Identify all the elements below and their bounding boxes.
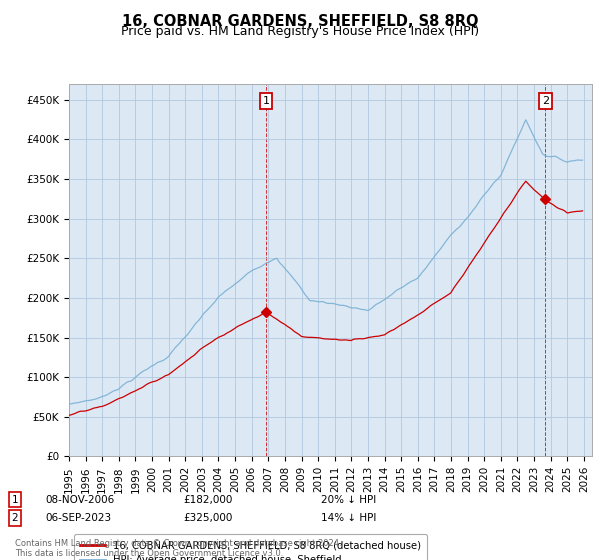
Text: 1: 1 [263, 96, 269, 106]
Text: 16, COBNAR GARDENS, SHEFFIELD, S8 8RQ: 16, COBNAR GARDENS, SHEFFIELD, S8 8RQ [122, 14, 478, 29]
Text: Price paid vs. HM Land Registry's House Price Index (HPI): Price paid vs. HM Land Registry's House … [121, 25, 479, 38]
Text: 06-SEP-2023: 06-SEP-2023 [45, 513, 111, 523]
Text: 14% ↓ HPI: 14% ↓ HPI [321, 513, 376, 523]
Text: £325,000: £325,000 [183, 513, 232, 523]
Text: 1: 1 [11, 494, 19, 505]
Legend: 16, COBNAR GARDENS, SHEFFIELD, S8 8RQ (detached house), HPI: Average price, deta: 16, COBNAR GARDENS, SHEFFIELD, S8 8RQ (d… [74, 534, 427, 560]
Text: 08-NOV-2006: 08-NOV-2006 [45, 494, 114, 505]
Text: £182,000: £182,000 [183, 494, 232, 505]
Text: Contains HM Land Registry data © Crown copyright and database right 2024.
This d: Contains HM Land Registry data © Crown c… [15, 539, 341, 558]
Text: 20% ↓ HPI: 20% ↓ HPI [321, 494, 376, 505]
Text: 2: 2 [542, 96, 549, 106]
Text: 2: 2 [11, 513, 19, 523]
